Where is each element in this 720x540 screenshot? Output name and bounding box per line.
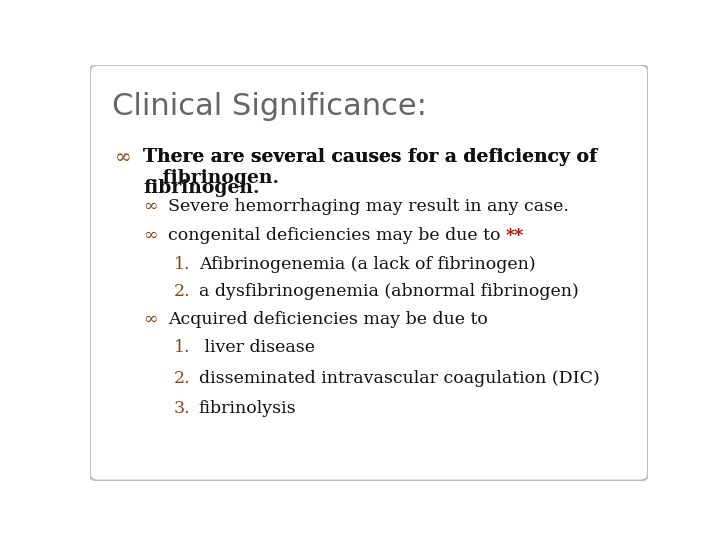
- Text: ∞: ∞: [115, 148, 132, 167]
- Text: Severe hemorrhaging may result in any case.: Severe hemorrhaging may result in any ca…: [168, 198, 569, 215]
- Text: liver disease: liver disease: [199, 339, 315, 356]
- Text: fibrinogen.: fibrinogen.: [143, 179, 259, 197]
- Text: Afibrinogenemia (a lack of fibrinogen): Afibrinogenemia (a lack of fibrinogen): [199, 256, 536, 273]
- Text: 1.: 1.: [174, 339, 190, 356]
- Text: a dysfibrinogenemia (abnormal fibrinogen): a dysfibrinogenemia (abnormal fibrinogen…: [199, 283, 579, 300]
- Text: There are several causes for a deficiency of
   fibrinogen.: There are several causes for a deficienc…: [143, 148, 597, 187]
- Text: ∞: ∞: [143, 311, 158, 328]
- Text: **: **: [506, 227, 524, 244]
- Text: 1.: 1.: [174, 256, 190, 273]
- Text: ∞: ∞: [143, 198, 158, 215]
- Text: ∞: ∞: [143, 227, 158, 244]
- Text: 3.: 3.: [174, 400, 190, 417]
- Text: 2.: 2.: [174, 283, 190, 300]
- Text: congenital deficiencies may be due to: congenital deficiencies may be due to: [168, 227, 506, 244]
- Text: Acquired deficiencies may be due to: Acquired deficiencies may be due to: [168, 311, 488, 328]
- Text: fibrinolysis: fibrinolysis: [199, 400, 297, 417]
- Text: Clinical Significance:: Clinical Significance:: [112, 92, 427, 121]
- FancyBboxPatch shape: [90, 65, 648, 481]
- Text: 2.: 2.: [174, 370, 190, 387]
- Text: disseminated intravascular coagulation (DIC): disseminated intravascular coagulation (…: [199, 370, 600, 387]
- Text: There are several causes for a deficiency of: There are several causes for a deficienc…: [143, 148, 597, 166]
